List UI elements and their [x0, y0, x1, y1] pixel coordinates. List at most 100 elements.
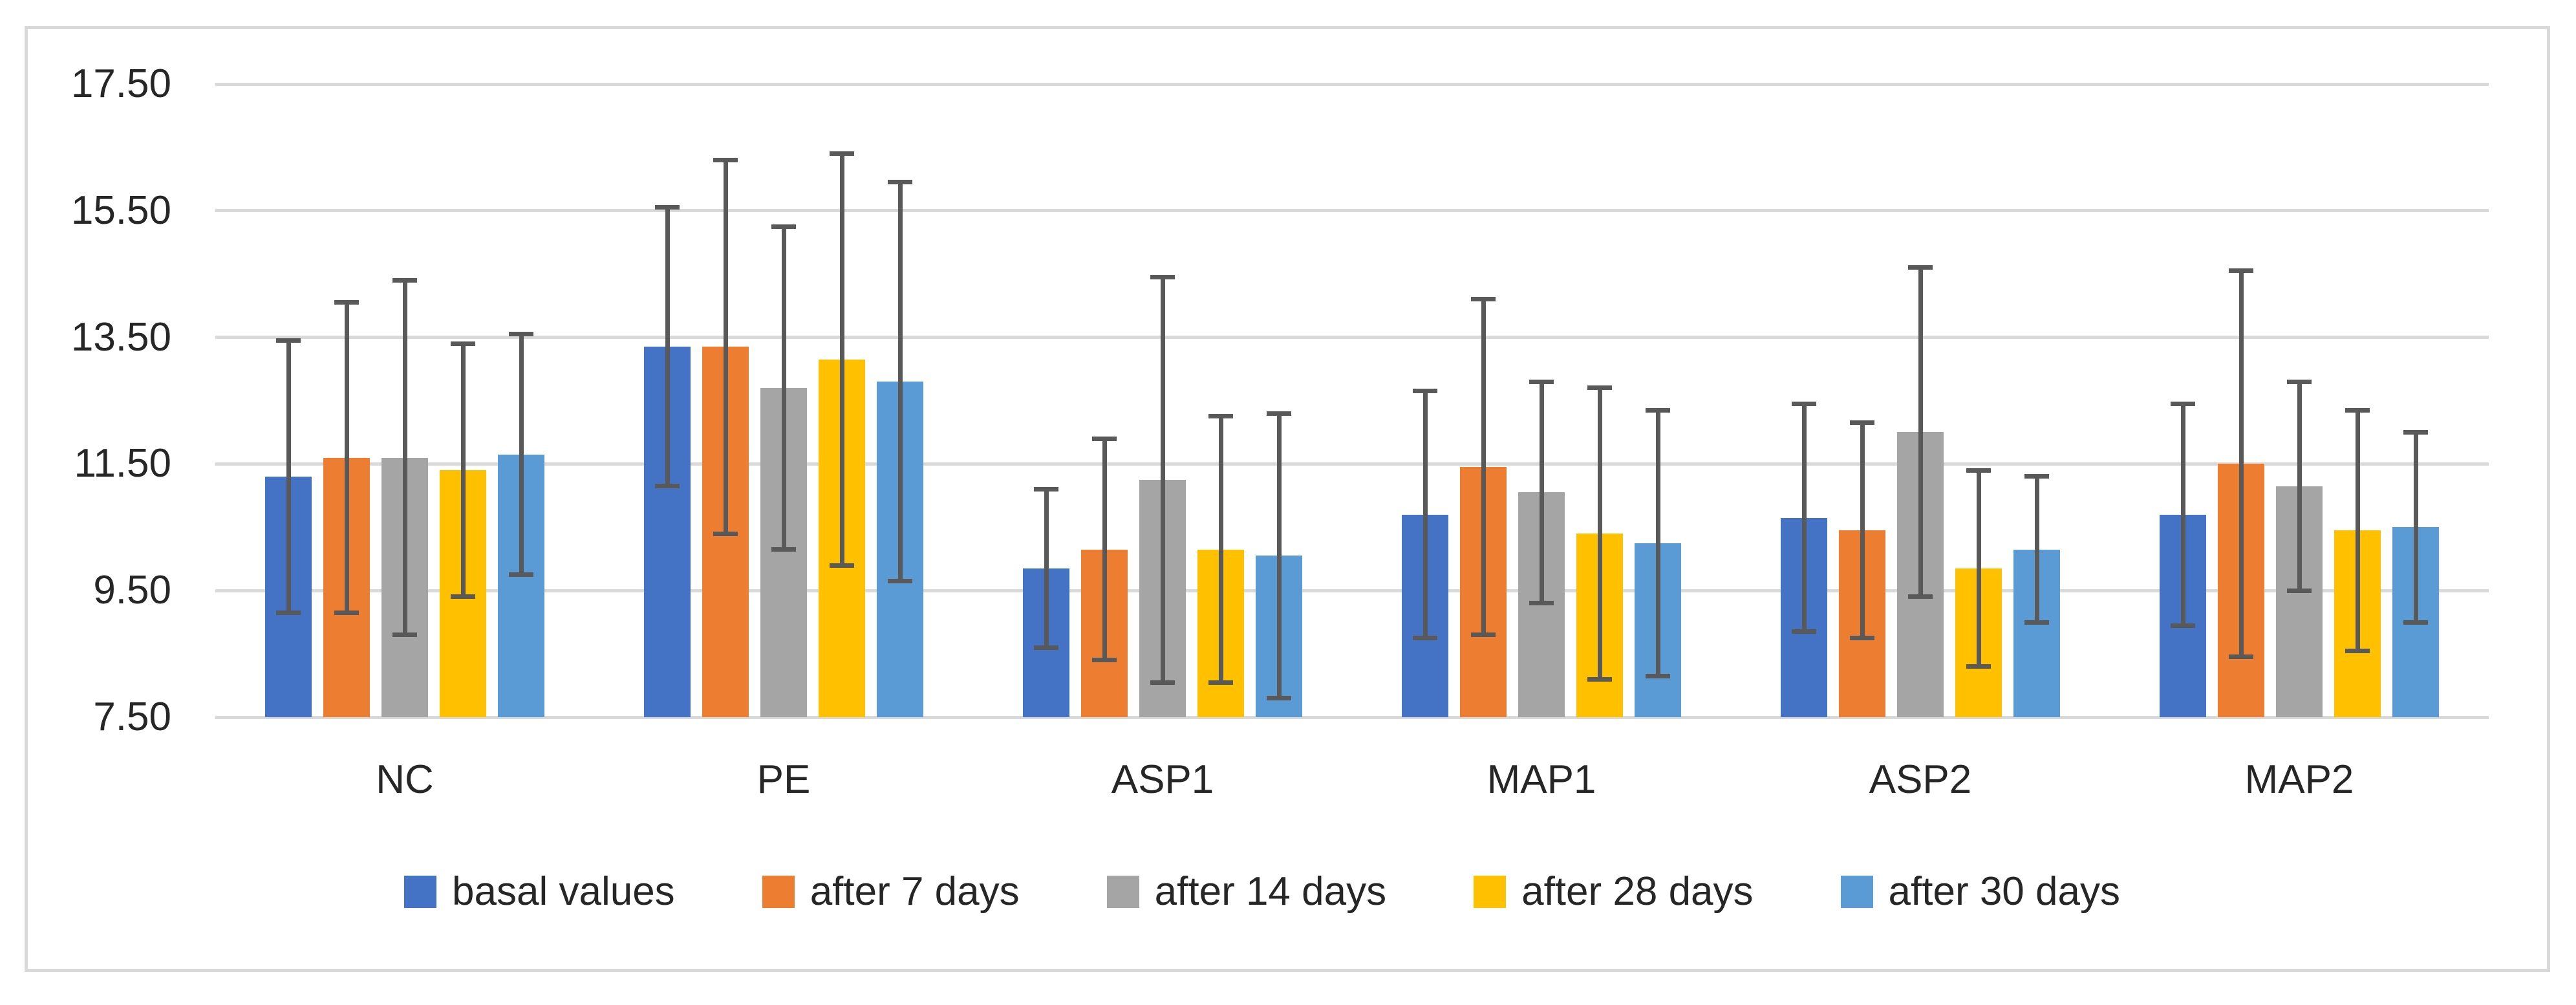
error-bar	[1860, 422, 1865, 638]
gridline	[215, 336, 2489, 340]
error-bar-cap	[2287, 379, 2312, 384]
error-bar	[1655, 410, 1660, 676]
error-bar-cap	[655, 205, 680, 210]
category-label: ASP2	[1869, 757, 1972, 802]
legend-swatch	[762, 876, 795, 908]
error-bar-cap	[392, 277, 417, 283]
error-bar	[344, 302, 349, 613]
error-bar-cap	[1471, 297, 1496, 302]
error-bar	[460, 343, 466, 597]
error-bar	[781, 226, 786, 550]
error-bar-cap	[1208, 680, 1233, 685]
legend-swatch	[1474, 876, 1507, 908]
error-bar-cap	[334, 300, 359, 305]
error-bar-cap	[2229, 654, 2253, 660]
error-bar-cap	[276, 338, 301, 343]
legend-item: after 30 days	[1840, 869, 2120, 914]
legend-item: after 28 days	[1474, 869, 1754, 914]
legend-swatch	[404, 876, 437, 908]
error-bar-cap	[2024, 620, 2049, 625]
error-bar-cap	[509, 572, 533, 578]
error-bar-cap	[1267, 696, 1291, 701]
error-bar-cap	[1034, 487, 1058, 492]
legend-item: after 14 days	[1106, 869, 1387, 914]
y-axis-tick-label: 11.50	[74, 441, 171, 486]
gridline	[215, 462, 2489, 466]
error-bar-cap	[888, 180, 912, 185]
error-bar-cap	[1092, 436, 1117, 441]
error-bar	[897, 182, 903, 581]
error-bar	[2180, 404, 2185, 626]
error-bar-cap	[830, 563, 854, 568]
legend-label: after 30 days	[1888, 869, 2120, 914]
error-bar-cap	[830, 151, 854, 157]
gridline	[215, 209, 2489, 213]
error-bar-cap	[2403, 620, 2428, 625]
error-bar-cap	[1646, 673, 1670, 678]
error-bar-cap	[2171, 623, 2195, 628]
error-bar-cap	[1850, 420, 1874, 426]
error-bar-cap	[1908, 594, 1933, 600]
error-bar-cap	[1034, 645, 1058, 650]
category-label: ASP1	[1111, 757, 1214, 802]
error-bar-cap	[713, 531, 738, 536]
y-axis-tick-label: 15.50	[70, 188, 171, 233]
error-bar-cap	[1529, 379, 1554, 384]
error-bar-cap	[1413, 636, 1437, 641]
error-bar	[1422, 391, 1428, 638]
error-bar-cap	[1792, 401, 1816, 406]
y-axis-tick-label: 13.50	[70, 314, 171, 360]
category-label: MAP2	[2244, 757, 2354, 802]
error-bar-cap	[1471, 632, 1496, 638]
error-bar-cap	[2171, 401, 2195, 406]
error-bar-cap	[509, 332, 533, 337]
legend-swatch	[1106, 876, 1139, 908]
error-bar-cap	[2229, 268, 2253, 274]
error-bar-cap	[451, 594, 475, 600]
y-axis-tick-label: 9.50	[93, 568, 171, 613]
error-bar-cap	[1587, 676, 1612, 682]
error-bar-cap	[888, 579, 912, 583]
error-bar-cap	[1413, 389, 1437, 394]
error-bar-cap	[2345, 407, 2370, 413]
error-bar-cap	[1646, 407, 1670, 413]
legend-item: basal values	[404, 872, 675, 912]
y-axis-tick-label: 7.50	[93, 695, 171, 739]
error-bar	[1801, 404, 1807, 632]
error-bar-cap	[771, 547, 796, 552]
error-bar	[2355, 410, 2360, 651]
error-bar-cap	[771, 224, 796, 229]
error-bar	[1976, 470, 1981, 667]
error-bar-cap	[1966, 468, 1991, 473]
error-bar	[2413, 432, 2418, 623]
error-bar-cap	[1150, 275, 1175, 280]
legend-item: after 7 days	[762, 872, 1020, 912]
error-bar-cap	[2345, 648, 2370, 653]
error-bar	[1276, 413, 1282, 698]
error-bar	[1597, 387, 1602, 680]
error-bar-cap	[451, 341, 475, 346]
error-bar-cap	[2287, 588, 2312, 593]
error-bar-cap	[2403, 429, 2428, 435]
error-bar	[2297, 382, 2302, 591]
error-bar	[1918, 267, 1923, 597]
y-axis-tick-label: 17.50	[70, 61, 171, 106]
legend-swatch	[1840, 876, 1873, 908]
error-bar	[1160, 277, 1165, 683]
error-bar-cap	[1908, 265, 1933, 270]
error-bar	[839, 153, 844, 566]
error-bar	[1481, 299, 1486, 635]
gridline	[215, 589, 2489, 592]
error-bar	[286, 340, 291, 613]
error-bar-cap	[1792, 629, 1816, 634]
category-label: PE	[757, 757, 811, 802]
error-bar-cap	[1587, 385, 1612, 391]
error-bar	[1218, 416, 1223, 683]
gridline	[215, 82, 2489, 86]
legend-label: after 14 days	[1154, 869, 1387, 914]
error-bar	[665, 207, 670, 486]
error-bar-cap	[1529, 601, 1554, 606]
legend-label: after 28 days	[1521, 869, 1754, 914]
error-bar	[519, 334, 524, 575]
